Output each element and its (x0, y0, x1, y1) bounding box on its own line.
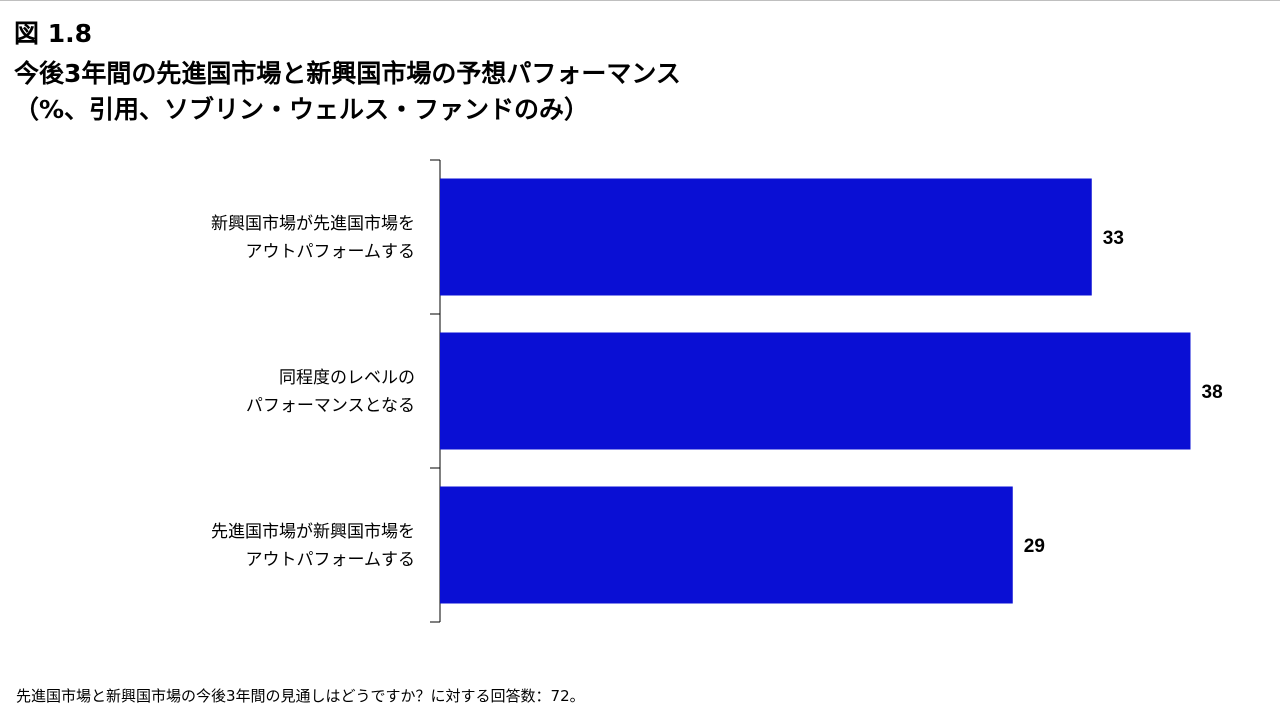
category-label-line: 同程度のレベルの (279, 368, 415, 388)
category-label: 先進国市場が新興国市場をアウトパフォームする (211, 522, 415, 570)
category-label: 同程度のレベルのパフォーマンスとなる (246, 368, 415, 416)
bar (440, 178, 1092, 296)
category-label-line: アウトパフォームする (246, 550, 416, 570)
category-label-line: 先進国市場が新興国市場を (211, 522, 415, 542)
top-rule (0, 0, 1280, 1)
chart-title: 今後3年間の先進国市場と新興国市場の予想パフォーマンス （%、引用、ソブリン・ウ… (14, 56, 681, 128)
y-axis (430, 159, 441, 623)
bar (440, 486, 1013, 604)
category-label: 新興国市場が先進国市場をアウトパフォームする (211, 214, 415, 262)
category-labels: 新興国市場が先進国市場をアウトパフォームする同程度のレベルのパフォーマンスとなる… (211, 214, 415, 570)
category-label-line: パフォーマンスとなる (246, 396, 415, 416)
category-label-line: 新興国市場が先進国市場を (211, 214, 415, 234)
value-labels: 33 38 29 (1024, 228, 1223, 557)
bar (440, 332, 1191, 450)
figure-label: 図 1.8 (14, 19, 92, 48)
value-label: 38 (1202, 382, 1223, 403)
chart-title-line-1: 今後3年間の先進国市場と新興国市場の予想パフォーマンス (14, 59, 681, 88)
bars (440, 178, 1191, 604)
category-label-line: アウトパフォームする (246, 242, 416, 262)
chart-title-line-2: （%、引用、ソブリン・ウェルス・ファンドのみ） (14, 95, 590, 124)
value-label: 29 (1024, 536, 1045, 557)
footnote: 先進国市場と新興国市場の今後3年間の見通しはどうですか？に対する回答数：72。 (16, 687, 585, 705)
value-label: 33 (1103, 228, 1124, 249)
